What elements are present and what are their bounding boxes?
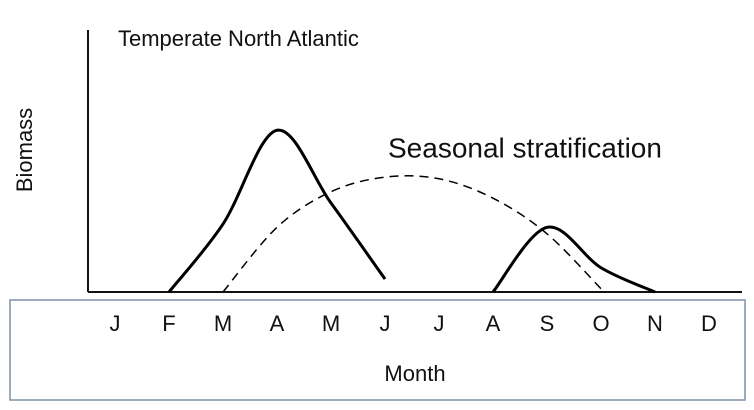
x-tick-label: A [486, 311, 501, 336]
x-tick-label: S [540, 311, 555, 336]
y-axis-label: Biomass [12, 108, 37, 192]
annotation: Seasonal stratification [388, 132, 662, 163]
x-tick-label: D [701, 311, 717, 336]
x-tick-label: O [592, 311, 609, 336]
frame [9, 299, 746, 401]
x-axis-label: Month [384, 361, 445, 386]
series-line [167, 128, 656, 294]
x-tick-label: J [380, 311, 391, 336]
x-tick-label: A [270, 311, 285, 336]
x-tick-label: N [647, 311, 663, 336]
x-tick-label: F [162, 311, 175, 336]
x-tick-label: M [322, 311, 340, 336]
x-tick-label: M [214, 311, 232, 336]
series-line [222, 175, 602, 293]
x-tick-label: J [434, 311, 445, 336]
x-tick-label: J [110, 311, 121, 336]
chart-title: Temperate North Atlantic [118, 26, 359, 51]
